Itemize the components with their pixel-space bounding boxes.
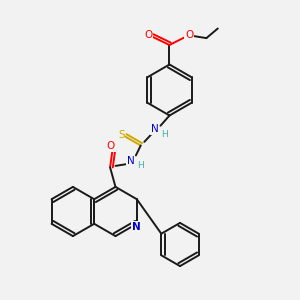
Text: S: S [118, 130, 125, 140]
Text: N: N [151, 124, 158, 134]
Text: N: N [132, 222, 141, 232]
Text: O: O [107, 141, 115, 152]
Text: O: O [144, 30, 152, 40]
Text: N: N [127, 156, 135, 166]
Text: H: H [161, 130, 167, 139]
Text: H: H [137, 161, 143, 170]
Text: O: O [185, 30, 193, 40]
